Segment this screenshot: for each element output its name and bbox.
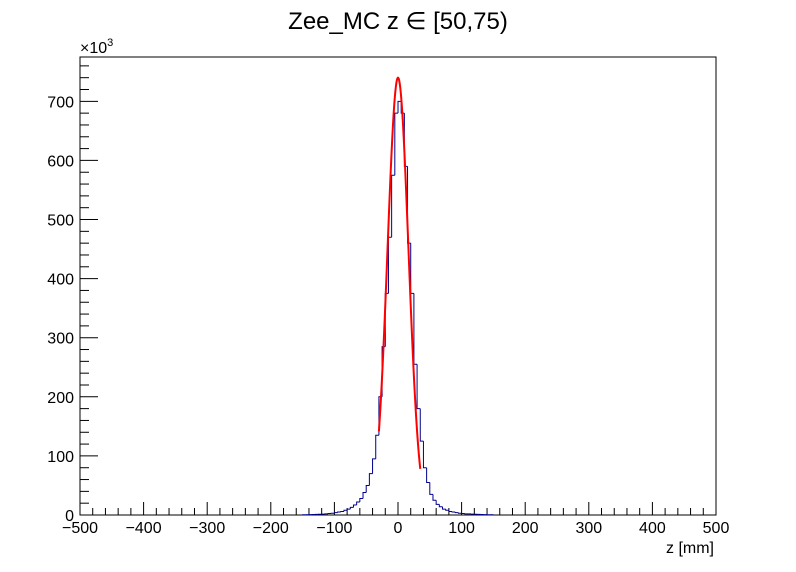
- y-multiplier-label: ×103: [80, 37, 113, 57]
- histogram-bin: [365, 484, 370, 493]
- x-tick-label: 100: [448, 520, 475, 537]
- x-axis-label: z [mm]: [666, 540, 714, 557]
- y-tick-label: 300: [47, 331, 74, 348]
- y-tick-labels: 0 100 200 300 400 500 600 700: [47, 94, 74, 525]
- gaussian-fit-curve: [377, 76, 422, 470]
- histogram-bin: [419, 408, 424, 442]
- x-tick-labels: −500 −400 −300 −200 −100 0 100 200 300 400 500: [62, 520, 729, 537]
- x-tick-label: 0: [394, 520, 403, 537]
- histogram-bin: [457, 512, 462, 514]
- histogram-bin: [448, 510, 453, 512]
- histogram-bin: [394, 112, 398, 176]
- histogram-bin: [343, 509, 348, 512]
- histogram-bin: [346, 508, 351, 511]
- x-tick-label: 200: [512, 520, 539, 537]
- histogram-bin: [422, 441, 427, 469]
- histogram-bin: [391, 174, 395, 238]
- histogram-bin: [435, 500, 440, 505]
- y-tick-label: 100: [47, 449, 74, 466]
- histogram-bin: [442, 506, 446, 510]
- histogram-bin: [375, 434, 379, 459]
- histogram-bin: [356, 501, 360, 505]
- y-tick-label: 500: [47, 213, 74, 230]
- histogram-bin: [445, 509, 449, 511]
- histogram-bin: [352, 504, 357, 508]
- histogram-bin: [340, 510, 344, 513]
- x-tick-label: 400: [639, 520, 666, 537]
- y-tick-label: 400: [47, 272, 74, 289]
- x-tick-label: −300: [189, 520, 225, 537]
- histogram-bin: [454, 512, 459, 514]
- y-tick-label: 0: [65, 508, 74, 525]
- histogram-bin: [333, 512, 338, 514]
- chart-title: Zee_MC z ∈ [50,75): [288, 8, 508, 35]
- histogram-bin: [432, 494, 437, 501]
- x-tick-label: −400: [126, 520, 162, 537]
- histogram-bin: [451, 511, 456, 513]
- histogram-bin: [372, 458, 376, 474]
- x-tick-label: 500: [703, 520, 730, 537]
- histogram-bin: [429, 482, 433, 495]
- histogram-bin: [349, 506, 354, 510]
- histogram-bin: [368, 473, 373, 486]
- x-tick-label: −200: [253, 520, 289, 537]
- histogram-bin: [362, 492, 367, 499]
- histogram-bin: [416, 364, 421, 410]
- x-tick-label: −100: [316, 520, 352, 537]
- y-tick-label: 200: [47, 390, 74, 407]
- histogram-bin: [337, 511, 341, 513]
- y-tick-label: 700: [47, 94, 74, 111]
- histogram-bin: [359, 497, 364, 502]
- x-tick-label: 300: [575, 520, 602, 537]
- histogram-bin: [426, 467, 430, 483]
- histogram-bin: [397, 100, 402, 114]
- x-tick-label: −500: [62, 520, 98, 537]
- histogram-bin: [438, 504, 443, 508]
- axis-ticks: [79, 65, 717, 516]
- y-tick-label: 600: [47, 153, 74, 170]
